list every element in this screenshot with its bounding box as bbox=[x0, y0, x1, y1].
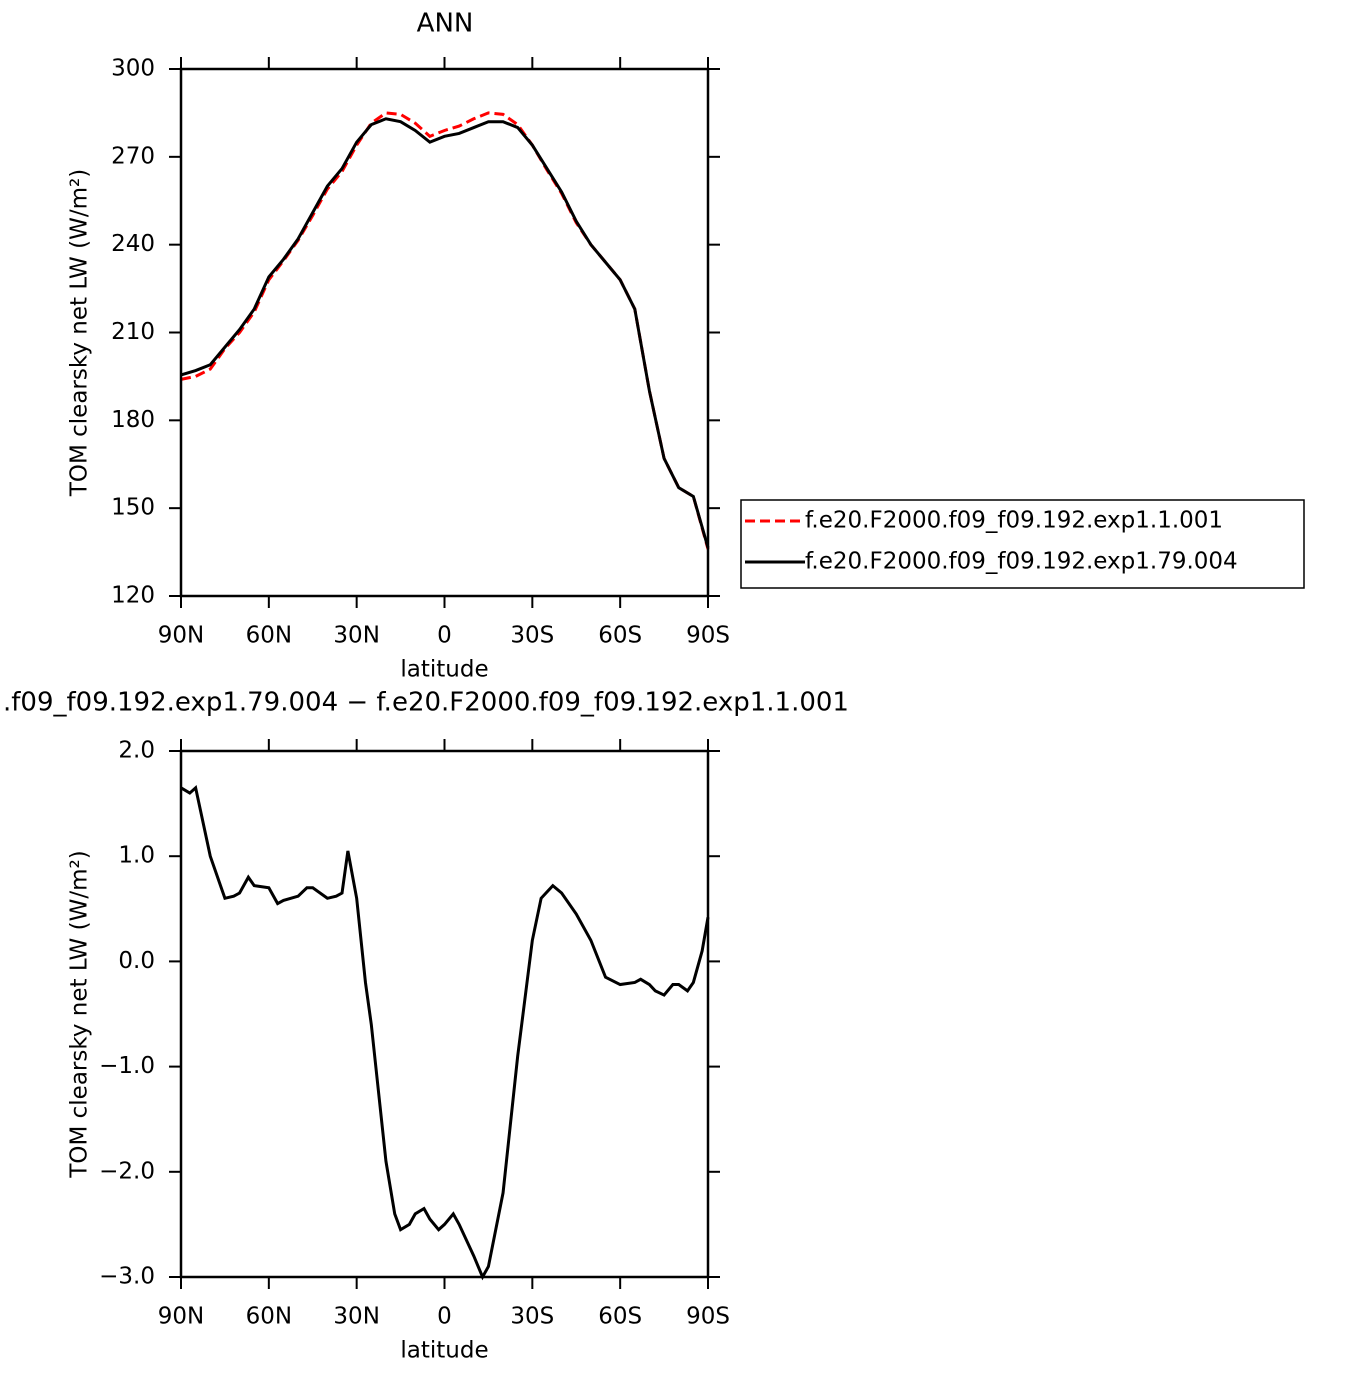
y-tick-label: −1.0 bbox=[99, 1053, 155, 1079]
x-tick-label: 30S bbox=[510, 1304, 554, 1330]
y-tick-label: 270 bbox=[111, 143, 155, 169]
data-line bbox=[180, 117, 710, 549]
y-tick-label: 0.0 bbox=[118, 948, 155, 974]
x-tick-label: 30N bbox=[333, 623, 379, 649]
x-tick-label: 60S bbox=[598, 1304, 642, 1330]
x-tick-label: 0 bbox=[437, 1304, 452, 1330]
legend-box bbox=[740, 499, 1305, 589]
y-tick-label: 1.0 bbox=[118, 843, 155, 869]
y-tick-label: 210 bbox=[111, 319, 155, 345]
x-tick-label: 60N bbox=[246, 1304, 292, 1330]
x-tick-label: 30S bbox=[510, 623, 554, 649]
y-tick-label: 150 bbox=[111, 495, 155, 521]
y-tick-label: 240 bbox=[111, 231, 155, 257]
y-tick-label: 120 bbox=[111, 583, 155, 609]
y-tick-label: 2.0 bbox=[118, 738, 155, 764]
y-tick-label: 180 bbox=[111, 407, 155, 433]
x-axis-label: latitude bbox=[400, 1338, 488, 1364]
data-line bbox=[180, 784, 710, 1281]
y-axis-label: TOM clearsky net LW (W/m²) bbox=[67, 169, 93, 497]
x-axis-label: latitude bbox=[400, 657, 488, 683]
y-tick-label: −2.0 bbox=[99, 1158, 155, 1184]
y-tick-label: −3.0 bbox=[99, 1264, 155, 1290]
x-tick-label: 90N bbox=[158, 623, 204, 649]
y-axis-label: TOM clearsky net LW (W/m²) bbox=[67, 850, 93, 1178]
x-tick-label: 30N bbox=[333, 1304, 379, 1330]
x-tick-label: 90S bbox=[686, 623, 730, 649]
legend-label: f.e20.F2000.f09_f09.192.exp1.79.004 bbox=[805, 549, 1238, 575]
x-tick-label: 0 bbox=[437, 623, 452, 649]
x-tick-label: 90S bbox=[686, 1304, 730, 1330]
legend-label: f.e20.F2000.f09_f09.192.exp1.1.001 bbox=[805, 508, 1223, 534]
x-tick-label: 60S bbox=[598, 623, 642, 649]
chart-title: ANN bbox=[417, 9, 474, 39]
y-tick-label: 300 bbox=[111, 56, 155, 82]
chart-title: .f09_f09.192.exp1.79.004 − f.e20.F2000.f… bbox=[3, 688, 849, 718]
x-tick-label: 60N bbox=[246, 623, 292, 649]
x-tick-label: 90N bbox=[158, 1304, 204, 1330]
